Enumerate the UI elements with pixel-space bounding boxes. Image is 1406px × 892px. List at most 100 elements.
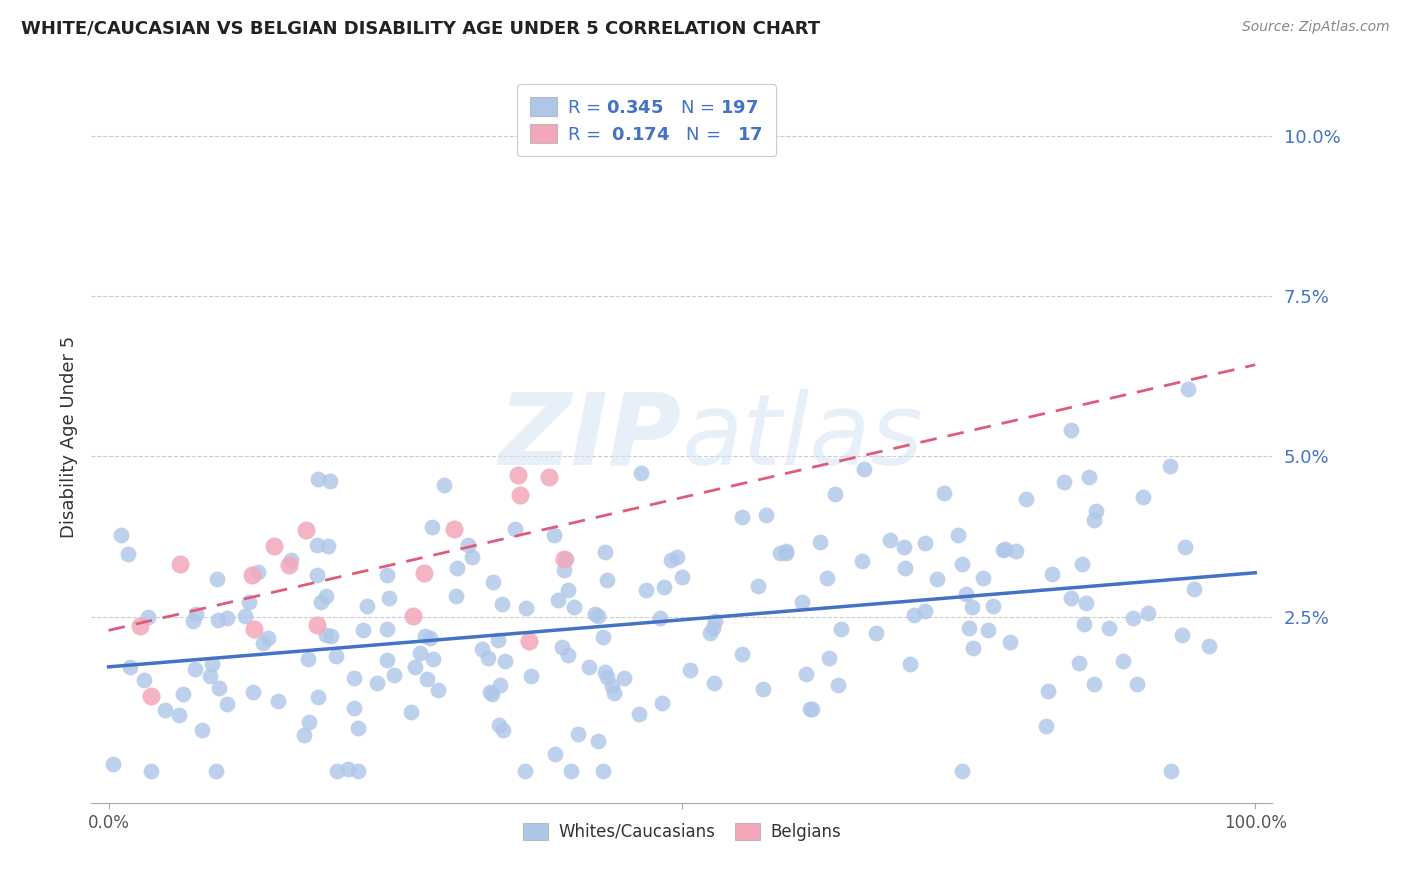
Point	[141, 764, 163, 778]
Point	[914, 536, 936, 550]
Point	[699, 626, 721, 640]
Point	[309, 595, 332, 609]
Point	[336, 763, 359, 777]
Point	[103, 757, 125, 772]
Point	[482, 574, 505, 589]
Point	[307, 617, 329, 632]
Point	[413, 629, 436, 643]
Point	[315, 589, 337, 603]
Point	[586, 734, 609, 748]
Point	[932, 485, 955, 500]
Point	[554, 552, 576, 566]
Point	[378, 591, 401, 605]
Point	[444, 589, 467, 603]
Point	[517, 634, 540, 648]
Point	[263, 539, 285, 553]
Point	[503, 522, 526, 536]
Point	[948, 527, 970, 541]
Point	[1174, 540, 1197, 554]
Point	[1098, 621, 1121, 635]
Point	[404, 659, 426, 673]
Text: WHITE/CAUCASIAN VS BELGIAN DISABILITY AGE UNDER 5 CORRELATION CHART: WHITE/CAUCASIAN VS BELGIAN DISABILITY AG…	[21, 20, 820, 37]
Point	[446, 561, 468, 575]
Point	[347, 764, 370, 778]
Point	[509, 488, 531, 502]
Point	[799, 702, 821, 716]
Point	[375, 567, 398, 582]
Point	[240, 567, 263, 582]
Point	[375, 653, 398, 667]
Point	[242, 685, 264, 699]
Point	[578, 659, 600, 673]
Point	[298, 715, 321, 730]
Point	[593, 665, 616, 679]
Point	[382, 668, 405, 682]
Point	[118, 660, 141, 674]
Point	[1083, 513, 1105, 527]
Point	[413, 566, 436, 580]
Point	[593, 545, 616, 559]
Point	[955, 587, 977, 601]
Point	[443, 523, 465, 537]
Point	[651, 696, 673, 710]
Point	[543, 527, 565, 541]
Point	[827, 678, 849, 692]
Point	[416, 673, 439, 687]
Point	[172, 687, 194, 701]
Point	[205, 573, 228, 587]
Point	[1160, 764, 1182, 778]
Point	[544, 747, 567, 762]
Point	[547, 592, 569, 607]
Point	[305, 538, 328, 552]
Point	[1014, 491, 1036, 506]
Point	[553, 563, 575, 577]
Point	[925, 572, 948, 586]
Point	[352, 623, 374, 637]
Point	[865, 626, 887, 640]
Point	[233, 609, 256, 624]
Point	[319, 629, 342, 643]
Point	[139, 689, 162, 703]
Point	[747, 578, 769, 592]
Text: atlas: atlas	[682, 389, 924, 485]
Point	[305, 568, 328, 582]
Point	[1073, 617, 1095, 632]
Point	[117, 547, 139, 561]
Point	[550, 640, 572, 654]
Y-axis label: Disability Age Under 5: Disability Age Under 5	[59, 336, 77, 538]
Point	[110, 528, 132, 542]
Point	[1159, 458, 1181, 473]
Point	[703, 614, 725, 628]
Point	[775, 546, 797, 560]
Point	[592, 630, 614, 644]
Point	[602, 680, 624, 694]
Point	[325, 764, 347, 778]
Point	[489, 678, 512, 692]
Point	[852, 461, 875, 475]
Point	[295, 523, 318, 537]
Point	[201, 657, 224, 671]
Point	[1076, 596, 1098, 610]
Point	[169, 557, 191, 571]
Point	[433, 477, 456, 491]
Point	[553, 552, 575, 566]
Point	[208, 681, 231, 695]
Point	[252, 636, 274, 650]
Point	[128, 618, 150, 632]
Point	[375, 623, 398, 637]
Point	[1038, 684, 1060, 698]
Point	[914, 604, 936, 618]
Point	[538, 470, 561, 484]
Point	[666, 550, 689, 565]
Point	[650, 611, 672, 625]
Point	[343, 671, 366, 685]
Point	[486, 633, 509, 648]
Point	[1035, 719, 1057, 733]
Point	[824, 487, 846, 501]
Point	[257, 631, 280, 645]
Point	[613, 671, 636, 685]
Point	[492, 723, 515, 737]
Point	[515, 601, 537, 615]
Point	[1005, 543, 1028, 558]
Point	[818, 650, 841, 665]
